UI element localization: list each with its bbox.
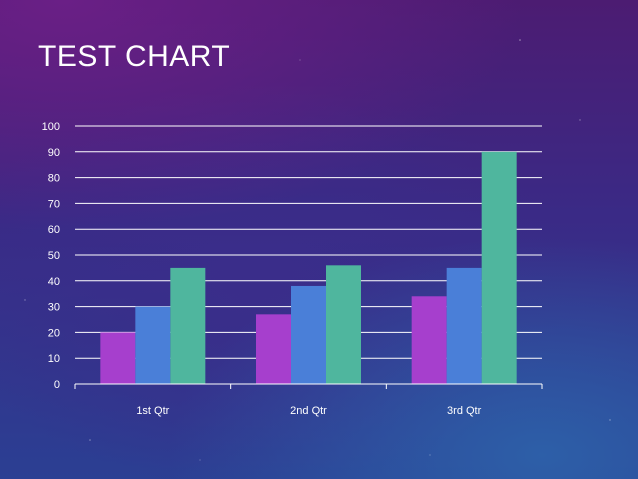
bars	[100, 151, 517, 384]
bar-series1-2	[411, 296, 447, 384]
bar-series2-1	[291, 285, 326, 384]
y-tick-label: 70	[48, 198, 60, 210]
bar-series2-0	[135, 306, 171, 384]
y-tick-label: 30	[48, 302, 60, 314]
y-tick-label: 40	[48, 276, 60, 288]
bar-series1-1	[256, 314, 291, 384]
bar-series3-0	[170, 267, 206, 384]
bar-series2-2	[446, 267, 482, 384]
y-tick-label: 60	[48, 224, 60, 236]
x-tick-label: 2nd Qtr	[290, 405, 327, 417]
y-axis-ticks: 0 10 20 30 40 50 60 70 80 90 100	[42, 121, 60, 391]
slide-title: TEST CHART	[38, 40, 231, 73]
x-axis-ticks: 1st Qtr 2nd Qtr 3rd Qtr	[136, 405, 481, 417]
y-tick-label: 50	[48, 250, 60, 262]
x-axis	[74, 383, 543, 389]
x-tick-label: 3rd Qtr	[447, 405, 482, 417]
bar-series3-2	[481, 151, 517, 384]
y-tick-label: 90	[48, 147, 60, 159]
bar-series3-1	[326, 265, 361, 384]
y-tick-label: 0	[54, 379, 60, 391]
y-tick-label: 10	[48, 353, 60, 365]
y-tick-label: 100	[42, 121, 60, 133]
x-tick-label: 1st Qtr	[136, 405, 169, 417]
y-tick-label: 80	[48, 173, 60, 185]
bar-series1-0	[100, 332, 136, 384]
y-tick-label: 20	[48, 327, 60, 339]
